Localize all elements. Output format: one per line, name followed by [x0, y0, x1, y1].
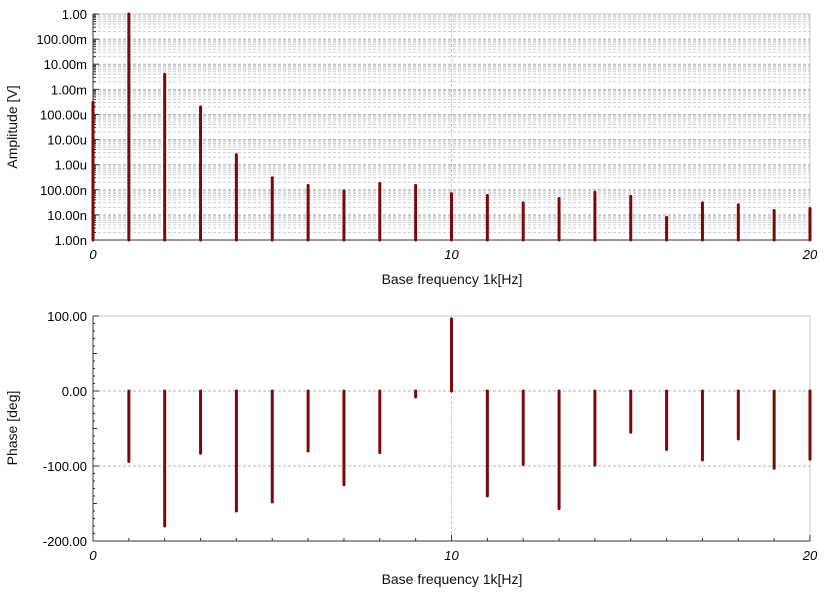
y-tick-label: 0.00 [62, 384, 87, 399]
y-tick-label: 10.00n [47, 208, 87, 223]
phase-axes [92, 315, 811, 542]
y-tick-label: 100.00n [40, 183, 87, 198]
y-tick-label: -200.00 [43, 534, 87, 549]
y-tick-label: -100.00 [43, 459, 87, 474]
y-tick-label: 1.00 [62, 7, 87, 22]
phase-plot: 100.00 0.00 -100.00 -200.00 0 10 20 Base freq… [4, 309, 818, 587]
amplitude-stems [91, 12, 812, 242]
x-tick-label: 20 [802, 548, 818, 563]
x-tick-label: 20 [802, 247, 818, 262]
amplitude-plot: 1.00 100.00m 10.00m 1.00m 100.00u 10.00u 1.00u… [4, 7, 818, 287]
y-tick-label: 100.00u [40, 107, 87, 122]
x-tick-label: 10 [444, 548, 459, 563]
amplitude-y-ticks: 1.00 100.00m 10.00m 1.00m 100.00u 10.00u 1.00u… [36, 7, 87, 248]
y-tick-label: 100.00 [47, 309, 87, 324]
y-tick-label: 1.00u [54, 158, 87, 173]
y-tick-label: 1.00n [54, 233, 87, 248]
amplitude-grid [93, 14, 810, 241]
x-tick-label: 0 [89, 548, 97, 563]
x-tick-label: 0 [89, 247, 97, 262]
amplitude-y-axis-label: Amplitude [V] [4, 85, 20, 168]
y-tick-label: 10.00u [47, 133, 87, 148]
amplitude-x-ticks: 0 10 20 [89, 247, 818, 262]
y-tick-label: 10.00m [44, 57, 87, 72]
phase-stems [127, 317, 812, 528]
x-tick-label: 10 [444, 247, 459, 262]
phase-y-ticks: 100.00 0.00 -100.00 -200.00 [43, 309, 87, 549]
y-tick-label: 1.00m [51, 82, 87, 97]
amplitude-x-axis-label: Base frequency 1k[Hz] [382, 271, 523, 287]
y-tick-label: 100.00m [36, 32, 87, 47]
phase-y-axis-label: Phase [deg] [4, 391, 20, 466]
phase-x-axis-label: Base frequency 1k[Hz] [382, 571, 523, 587]
phase-x-ticks: 0 10 20 [89, 548, 818, 563]
